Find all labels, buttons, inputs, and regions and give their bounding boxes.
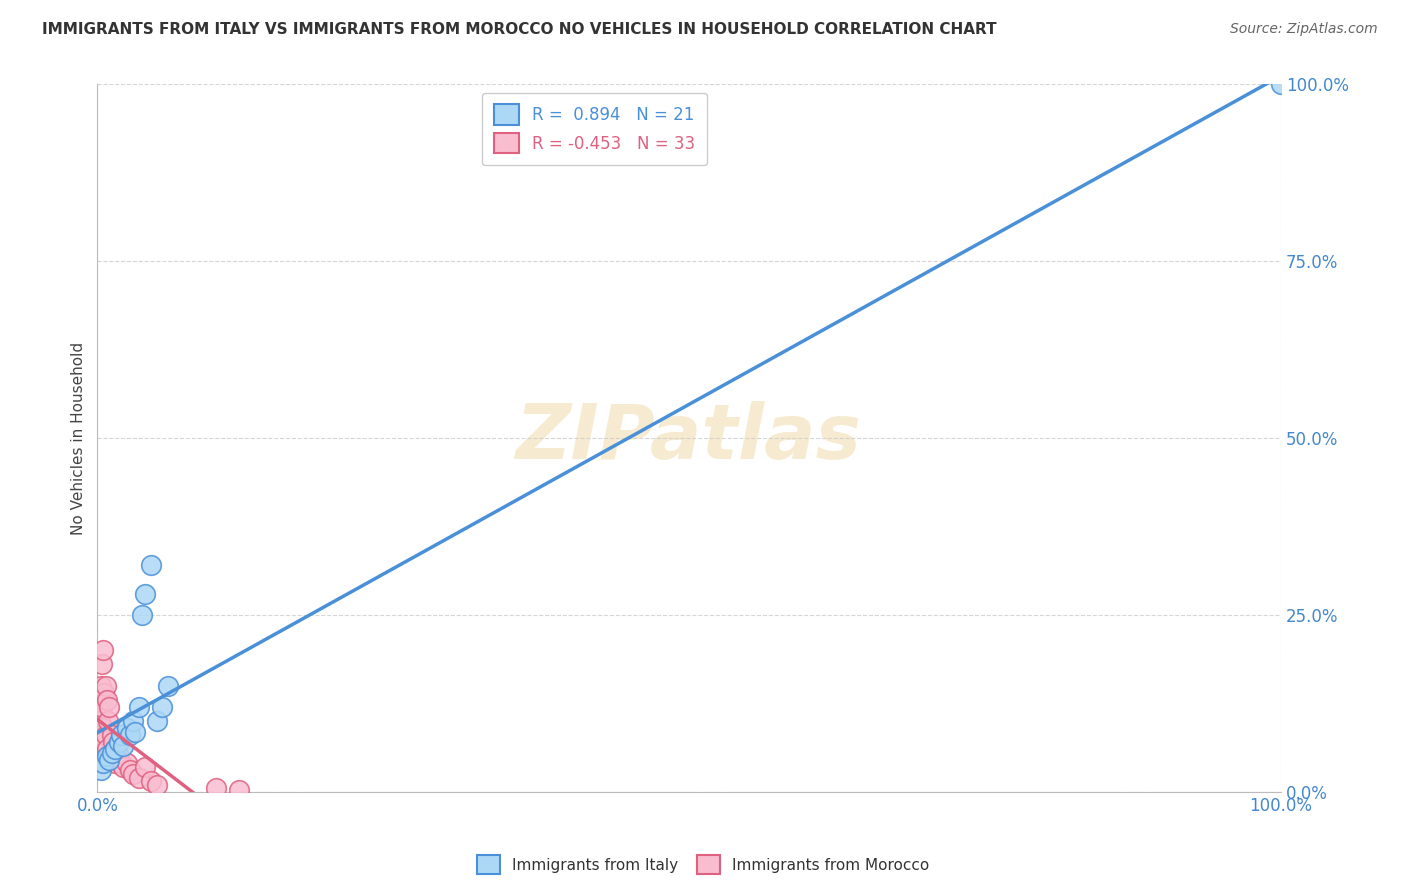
- Point: [97, 714, 120, 728]
- Point: [107, 749, 129, 764]
- Point: [90, 764, 112, 778]
- Point: [139, 558, 162, 573]
- Point: [98, 749, 121, 764]
- Point: [90, 728, 112, 742]
- Point: [134, 760, 156, 774]
- Point: [121, 714, 143, 728]
- Point: [128, 699, 150, 714]
- Y-axis label: No Vehicles in Household: No Vehicles in Household: [72, 342, 86, 534]
- Point: [110, 728, 132, 742]
- Point: [107, 735, 129, 749]
- Legend: Immigrants from Italy, Immigrants from Morocco: Immigrants from Italy, Immigrants from M…: [471, 849, 935, 880]
- Point: [91, 756, 114, 771]
- Point: [98, 753, 121, 767]
- Point: [96, 692, 118, 706]
- Point: [91, 721, 114, 735]
- Text: Source: ZipAtlas.com: Source: ZipAtlas.com: [1230, 22, 1378, 37]
- Point: [120, 728, 142, 742]
- Point: [204, 781, 226, 796]
- Point: [94, 728, 117, 742]
- Point: [112, 760, 135, 774]
- Point: [139, 774, 162, 789]
- Point: [104, 756, 127, 771]
- Point: [91, 643, 114, 657]
- Point: [121, 767, 143, 781]
- Point: [96, 749, 118, 764]
- Text: IMMIGRANTS FROM ITALY VS IMMIGRANTS FROM MOROCCO NO VEHICLES IN HOUSEHOLD CORREL: IMMIGRANTS FROM ITALY VS IMMIGRANTS FROM…: [42, 22, 997, 37]
- Point: [100, 728, 122, 742]
- Point: [94, 679, 117, 693]
- Point: [101, 735, 124, 749]
- Point: [112, 739, 135, 753]
- Point: [93, 735, 115, 749]
- Point: [128, 771, 150, 785]
- Point: [131, 607, 153, 622]
- Point: [89, 714, 111, 728]
- Point: [87, 699, 110, 714]
- Point: [1270, 78, 1292, 92]
- Point: [145, 778, 167, 792]
- Point: [104, 742, 127, 756]
- Point: [157, 679, 180, 693]
- Point: [124, 724, 146, 739]
- Text: ZIPatlas: ZIPatlas: [516, 401, 862, 475]
- Point: [134, 587, 156, 601]
- Point: [120, 764, 142, 778]
- Point: [115, 756, 138, 771]
- Point: [110, 756, 132, 771]
- Point: [90, 679, 112, 693]
- Point: [115, 721, 138, 735]
- Point: [104, 742, 127, 756]
- Point: [100, 746, 122, 760]
- Point: [91, 699, 114, 714]
- Point: [145, 714, 167, 728]
- Point: [152, 699, 174, 714]
- Legend: R =  0.894   N = 21, R = -0.453   N = 33: R = 0.894 N = 21, R = -0.453 N = 33: [482, 93, 707, 165]
- Point: [91, 657, 114, 672]
- Point: [93, 686, 115, 700]
- Point: [228, 782, 250, 797]
- Point: [98, 699, 121, 714]
- Point: [96, 742, 118, 756]
